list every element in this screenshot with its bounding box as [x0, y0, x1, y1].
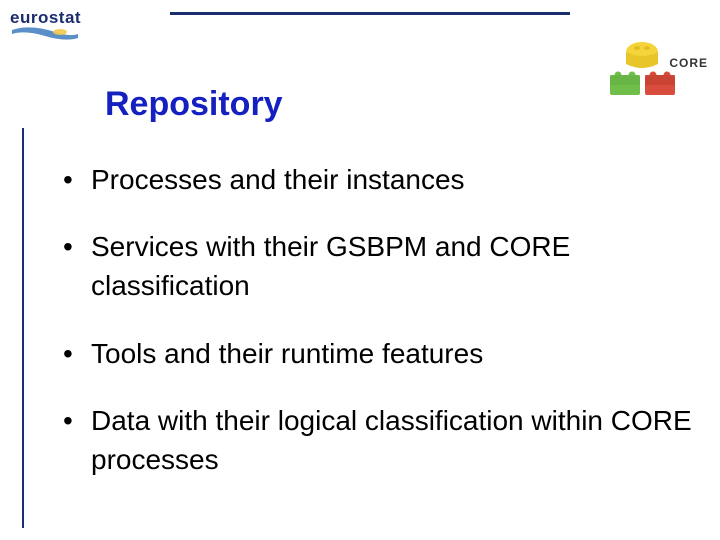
header-rule — [170, 12, 570, 15]
eurostat-swoosh-icon — [10, 26, 80, 44]
eurostat-logo-text: eurostat — [10, 8, 81, 28]
core-badge-label: CORE — [669, 56, 708, 70]
core-badge: CORE — [605, 30, 710, 105]
bullet-item: Services with their GSBPM and CORE class… — [63, 227, 698, 305]
bullet-item: Processes and their instances — [63, 160, 698, 199]
core-bricks-icon — [605, 40, 680, 105]
bullet-item: Tools and their runtime features — [63, 334, 698, 373]
bullet-list: Processes and their instances Services w… — [18, 160, 698, 479]
content-area: Processes and their instances Services w… — [18, 160, 698, 507]
eurostat-logo: eurostat — [10, 8, 81, 44]
slide-title: Repository — [105, 85, 283, 124]
bullet-item: Data with their logical classification w… — [63, 401, 698, 479]
